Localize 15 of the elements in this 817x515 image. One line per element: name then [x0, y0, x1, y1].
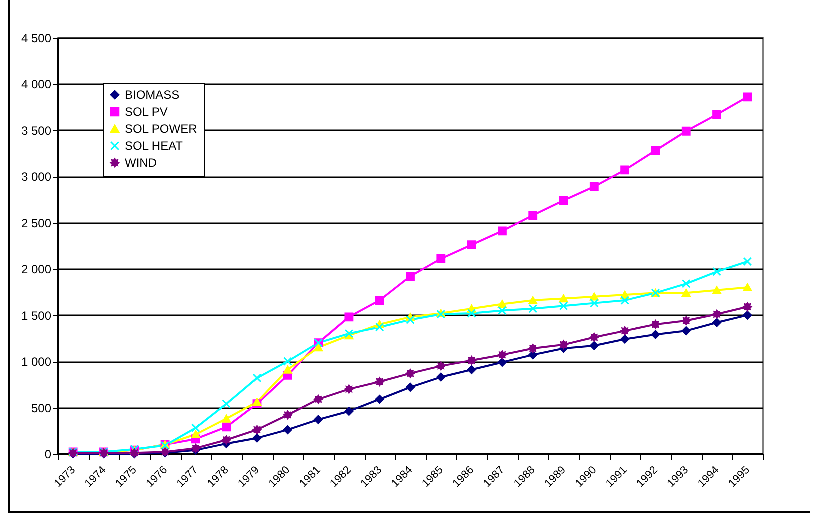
y-tick-label: 3 000 [21, 170, 52, 184]
legend-label: SOL PV [125, 105, 168, 119]
y-tick-label: 3 500 [21, 124, 52, 138]
legend-label: SOL HEAT [125, 139, 184, 153]
y-tick-label: 4 500 [21, 32, 52, 46]
legend-label: SOL POWER [125, 122, 198, 136]
y-tick-label: 1 000 [21, 355, 52, 370]
legend-label: WIND [125, 156, 158, 170]
y-tick-label: 0 [44, 448, 52, 462]
y-tick-label: 2 000 [21, 262, 52, 277]
y-tick-label: 4 000 [21, 78, 52, 92]
y-tick-label: 2 500 [21, 216, 52, 230]
y-tick-label: 500 [31, 401, 52, 416]
legend-label: BIOMASS [125, 88, 180, 102]
y-tick-label: 1 500 [21, 308, 52, 323]
